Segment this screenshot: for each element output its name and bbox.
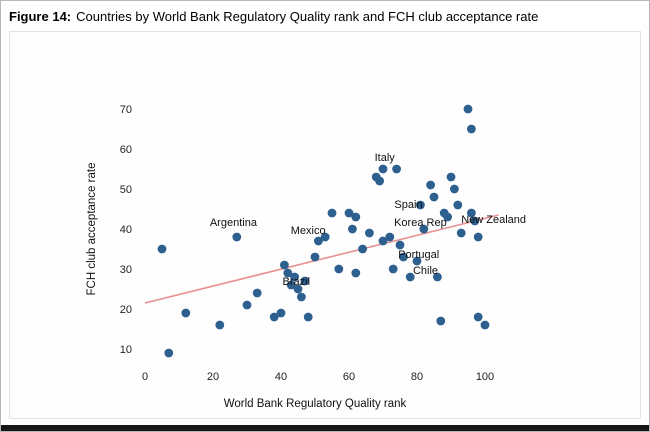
country-label: New Zealand — [461, 214, 526, 226]
scatter-point — [412, 256, 422, 266]
figure-label: Figure 14: — [9, 9, 72, 24]
figure-header: Figure 14: Countries by World Bank Regula… — [1, 1, 649, 29]
scatter-point — [334, 264, 344, 274]
scatter-point — [388, 264, 398, 274]
x-tick-label: 100 — [476, 371, 494, 383]
scatter-point — [419, 224, 429, 234]
scatter-point — [378, 236, 388, 246]
scatter-point — [405, 272, 415, 282]
scatter-point — [300, 276, 310, 286]
scatter-point — [252, 288, 262, 298]
scatter-point — [365, 228, 374, 238]
y-tick-label: 10 — [120, 344, 132, 356]
scatter-point — [378, 164, 388, 174]
scatter-point — [242, 300, 252, 310]
scatter-point — [456, 228, 466, 238]
scatter-point — [351, 268, 361, 278]
scatter-point — [467, 208, 476, 218]
scatter-point — [157, 244, 167, 254]
y-tick-label: 50 — [120, 184, 132, 196]
scatter-point — [375, 176, 384, 186]
scatter-point — [269, 312, 279, 322]
scatter-point — [310, 252, 320, 262]
scatter-point — [446, 172, 456, 182]
scatter-point — [181, 308, 191, 318]
country-label: Chile — [413, 265, 438, 277]
scatter-point — [280, 260, 289, 270]
scatter-point — [426, 180, 435, 190]
scatter-point — [283, 268, 293, 278]
y-tick-label: 40 — [120, 224, 132, 236]
scatter-point — [443, 212, 452, 222]
trend-line — [144, 214, 499, 304]
country-label: Korea Rep — [394, 217, 447, 229]
y-axis-label: FCH club acceptance rate — [86, 163, 98, 296]
scatter-point — [215, 320, 225, 330]
scatter-point — [344, 208, 354, 218]
scatter-point — [358, 244, 367, 254]
scatter-point — [480, 320, 490, 330]
scatter-point — [467, 124, 476, 134]
scatter-point — [450, 184, 459, 194]
x-tick-label: 0 — [142, 371, 148, 383]
country-label: Portugal — [398, 249, 439, 261]
scatter-plot: 0 20 40 60 80 100 10 20 30 40 50 60 70 World Bank Reg… — [86, 104, 526, 410]
scatter-point — [392, 164, 401, 174]
scatter-point — [395, 240, 405, 250]
scatter-point — [297, 292, 306, 302]
scatter-point — [290, 272, 299, 282]
y-tick-label: 30 — [120, 264, 132, 276]
scatter-point — [351, 212, 361, 222]
x-tick-label: 80 — [411, 371, 423, 383]
country-label: Spain — [394, 199, 422, 211]
scatter-point — [470, 216, 480, 226]
scatter-point — [463, 104, 473, 114]
scatter-point — [314, 236, 323, 246]
x-tick-label: 60 — [343, 371, 355, 383]
scatter-point — [429, 192, 439, 202]
x-tick-label: 20 — [207, 371, 219, 383]
country-label: Mexico — [291, 225, 326, 237]
y-tick-label: 20 — [120, 304, 132, 316]
scatter-point — [293, 284, 303, 294]
country-label: Brazil — [283, 276, 311, 288]
scatter-point — [473, 232, 483, 242]
scatter-point — [453, 200, 463, 210]
scatter-point — [327, 208, 337, 218]
scatter-point — [164, 348, 174, 358]
x-tick-label: 40 — [275, 371, 287, 383]
country-label: Italy — [375, 152, 396, 164]
scatter-point — [232, 232, 242, 242]
scatter-point — [320, 232, 330, 242]
scatter-point — [416, 200, 425, 210]
y-tick-label: 70 — [120, 104, 132, 116]
scatter-point — [399, 252, 408, 262]
chart-card: 0 20 40 60 80 100 10 20 30 40 50 60 70 World Bank Reg… — [9, 31, 641, 419]
bottom-bar — [1, 425, 649, 431]
scatter-point — [385, 232, 395, 242]
figure-title: Countries by World Bank Regulatory Quali… — [76, 9, 539, 24]
scatter-point — [348, 224, 357, 234]
scatter-point — [303, 312, 313, 322]
scatter-point — [276, 308, 286, 318]
country-label: Argentina — [210, 217, 258, 229]
x-axis-label: World Bank Regulatory Quality rank — [224, 398, 407, 410]
y-tick-label: 60 — [120, 144, 132, 156]
scatter-point — [286, 280, 296, 290]
scatter-point — [436, 316, 446, 326]
scatter-point — [473, 312, 483, 322]
scatter-point — [433, 272, 442, 282]
